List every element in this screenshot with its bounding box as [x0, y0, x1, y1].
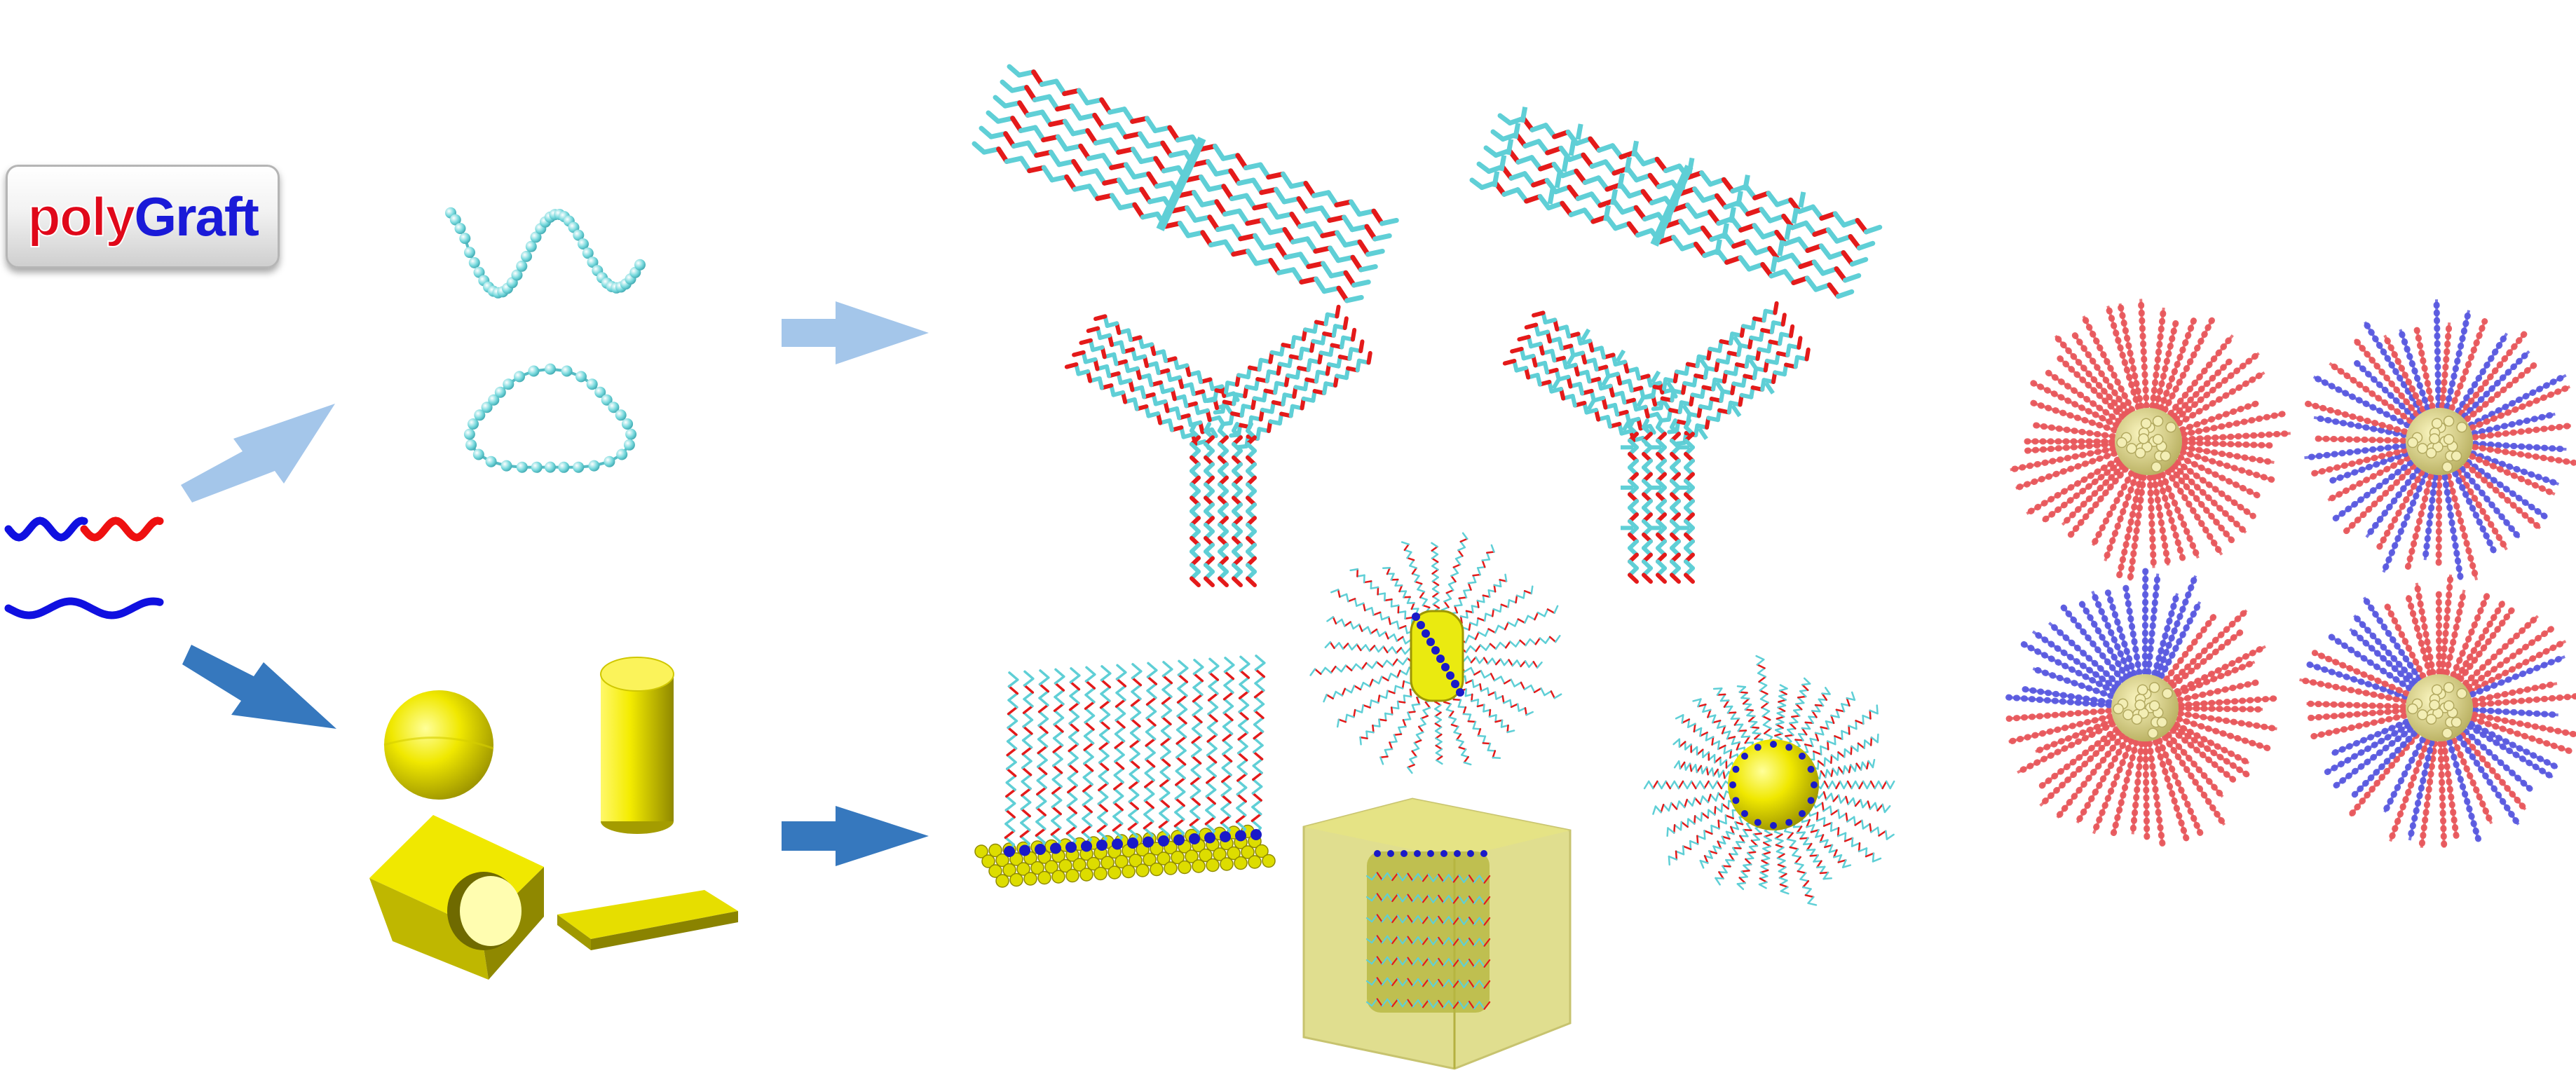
- grafted-cylinder-icon: [1309, 532, 1562, 774]
- arrow-down-right-icon: [182, 645, 336, 729]
- arrow-right-light-icon: [782, 301, 929, 364]
- slab-icon: [557, 890, 738, 950]
- linear-chain-icon: [445, 207, 646, 299]
- logo-poly-text: poly: [27, 186, 136, 247]
- ring-chain-icon: [463, 363, 637, 473]
- cylinder-icon: [600, 657, 674, 834]
- logo-graft-text: Graft: [134, 186, 259, 247]
- diblock-chain-icon: [4, 516, 164, 542]
- polygraft-logo: polyGraft: [6, 165, 280, 268]
- logo-text: polyGraft: [27, 186, 259, 247]
- homopolymer-chain-icon: [4, 597, 164, 619]
- crosslinked-bundle-icon: [1469, 107, 1883, 299]
- arrow-up-right-icon: [181, 404, 335, 502]
- grafted-sphere-icon: [1643, 655, 1895, 906]
- np-mixed-icon: [2301, 296, 2576, 584]
- arrow-right-dark-icon: [782, 806, 929, 866]
- np-random-mixed-icon: [2296, 571, 2576, 851]
- holed-block-icon: [369, 815, 544, 980]
- np-homopolymer-icon: [2007, 296, 2294, 584]
- three-arm-star-branched-icon: [1502, 301, 1811, 584]
- three-arm-star-icon: [1064, 304, 1372, 587]
- sphere-icon: [383, 690, 494, 800]
- grafted-surface-icon: [974, 655, 1276, 888]
- np-janus-icon: [2004, 566, 2280, 848]
- confined-cube-icon: [1302, 797, 1572, 1070]
- parallel-bundle-icon: [972, 64, 1399, 303]
